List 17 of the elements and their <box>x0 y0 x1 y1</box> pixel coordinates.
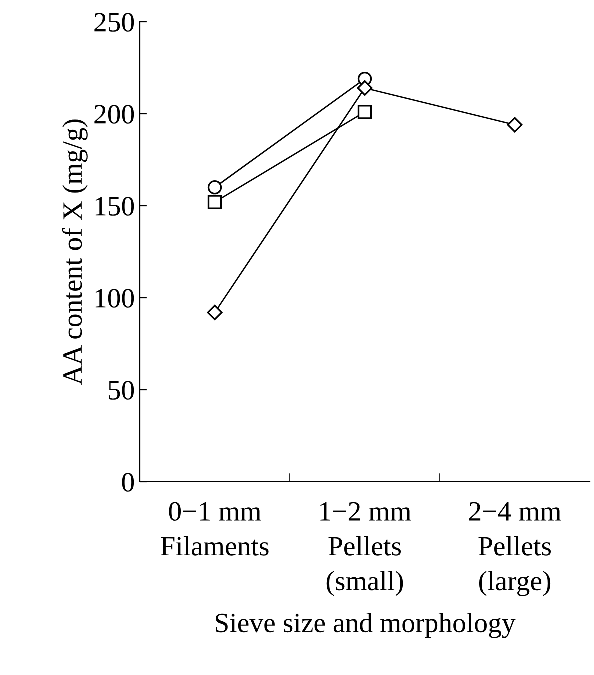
y-axis-title: AA content of X (mg/g) <box>62 120 88 386</box>
y-tick-label: 0 <box>122 473 134 492</box>
y-tick-label: 50 <box>108 381 134 400</box>
x-axis-title: Sieve size and morphology <box>216 613 516 638</box>
point <box>358 105 372 120</box>
x-tick-label: 0−1 mm Filaments <box>161 502 269 556</box>
point <box>507 117 523 133</box>
point <box>208 180 222 195</box>
point <box>208 195 222 210</box>
y-tick-label: 200 <box>94 105 134 124</box>
x-tick-label: 1−2 mm Pellets (small) <box>320 502 412 596</box>
x-tick-label: 2−4 mm Pellets (large) <box>469 502 562 596</box>
y-tick-label: 250 <box>94 13 134 32</box>
point <box>207 305 223 320</box>
y-tick-label: 100 <box>96 289 134 308</box>
y-tick-label: 150 <box>96 197 134 216</box>
point <box>357 80 373 96</box>
